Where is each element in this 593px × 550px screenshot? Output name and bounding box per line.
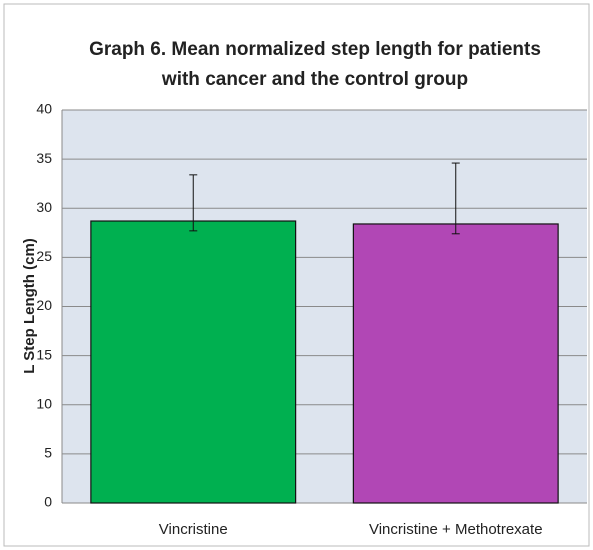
y-axis-label: L Step Length (cm) <box>21 238 38 374</box>
y-tick-label: 0 <box>44 494 52 510</box>
chart-title: Graph 6. Mean normalized step length for… <box>89 39 541 60</box>
chart-title: with cancer and the control group <box>161 69 468 90</box>
y-tick-label: 30 <box>36 199 52 215</box>
x-tick-label: Vincristine + Methotrexate <box>369 521 543 538</box>
y-tick-label: 10 <box>36 395 52 411</box>
y-tick-label: 15 <box>36 346 52 362</box>
y-tick-label: 40 <box>36 101 52 117</box>
bar <box>352 223 559 504</box>
y-tick-label: 20 <box>36 297 52 313</box>
x-tick-label: Vincristine <box>159 521 228 538</box>
y-tick-label: 25 <box>36 248 52 264</box>
y-tick-label: 5 <box>44 445 52 461</box>
y-tick-label: 35 <box>36 150 52 166</box>
bar <box>90 220 297 504</box>
